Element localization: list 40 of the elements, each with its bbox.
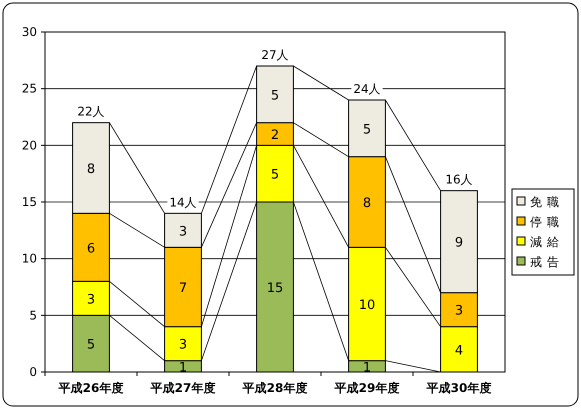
total-label: 22人 [77, 104, 105, 119]
y-tick-label: 10 [22, 252, 37, 266]
y-tick-label: 30 [22, 25, 37, 39]
x-tick-label: 平成30年度 [426, 381, 492, 395]
data-label: 8 [362, 196, 372, 211]
total-label: 24人 [353, 82, 381, 96]
data-label: 3 [86, 292, 96, 308]
data-label: 8 [86, 162, 96, 177]
legend-label: 戒告 [530, 255, 564, 269]
data-label: 15 [266, 281, 284, 296]
x-tick-label: 平成29年度 [334, 381, 400, 395]
y-tick-label: 0 [29, 365, 37, 379]
total-label: 16人 [445, 172, 473, 187]
legend-label: 免職 [530, 195, 564, 209]
total-label: 27人 [261, 48, 289, 62]
data-label: 5 [270, 168, 280, 183]
y-tick-label: 5 [29, 308, 37, 322]
data-label: 5 [86, 338, 96, 353]
data-label: 3 [178, 338, 188, 353]
x-tick-label: 平成28年度 [242, 381, 308, 395]
data-label: 1 [178, 360, 188, 376]
legend-label: 停職 [530, 215, 564, 229]
data-label: 2 [270, 128, 280, 143]
data-label: 3 [454, 304, 464, 319]
data-label: 7 [178, 281, 188, 296]
legend-label: 減給 [530, 235, 564, 249]
total-label: 14人 [169, 195, 197, 210]
data-label: 1 [362, 360, 372, 376]
data-label: 9 [454, 236, 464, 251]
data-label: 5 [362, 122, 372, 138]
data-label: 10 [358, 298, 376, 313]
y-tick-label: 15 [22, 195, 37, 209]
data-label: 6 [86, 241, 96, 256]
y-tick-label: 20 [22, 138, 37, 152]
data-label: 5 [270, 88, 280, 104]
x-tick-label: 平成27年度 [150, 381, 216, 395]
y-tick-label: 25 [22, 82, 37, 96]
data-label: 3 [178, 224, 188, 240]
data-label: 4 [454, 343, 464, 358]
x-tick-label: 平成26年度 [58, 381, 124, 395]
